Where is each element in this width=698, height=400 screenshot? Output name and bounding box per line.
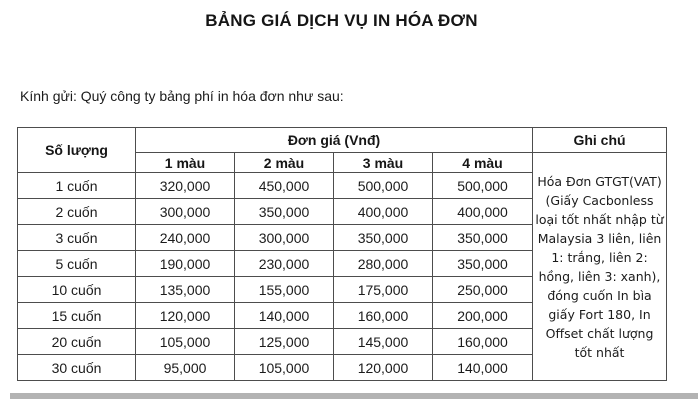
price-cell: 120,000 — [135, 302, 235, 329]
price-cell: 95,000 — [135, 354, 235, 381]
page-title: BẢNG GIÁ DỊCH VỤ IN HÓA ĐƠN — [205, 11, 478, 30]
price-cell: 240,000 — [135, 224, 235, 251]
price-cell: 350,000 — [431, 250, 534, 277]
quantity-cell: 30 cuốn — [17, 354, 136, 381]
quantity-cell: 10 cuốn — [17, 276, 136, 303]
quantity-cell: 1 cuốn — [17, 172, 136, 199]
price-cell: 175,000 — [333, 276, 433, 303]
col-header-1-color: 1 màu — [135, 152, 235, 173]
price-cell: 400,000 — [431, 198, 534, 225]
price-cell: 140,000 — [431, 354, 534, 381]
notes-cell: Hóa Đơn GTGT(VAT) (Giấy Cacbonless loại … — [532, 152, 668, 381]
price-cell: 200,000 — [431, 302, 534, 329]
col-header-2-color: 2 màu — [234, 152, 334, 173]
price-cell: 105,000 — [234, 354, 334, 381]
table-row: 5 cuốn 190,000 230,000 280,000 350,000 — [17, 250, 667, 277]
col-header-notes: Ghi chú — [532, 127, 668, 153]
price-cell: 350,000 — [234, 198, 334, 225]
col-header-4-color: 4 màu — [431, 152, 534, 173]
quantity-cell: 2 cuốn — [17, 198, 136, 225]
price-cell: 300,000 — [135, 198, 235, 225]
price-cell: 135,000 — [135, 276, 235, 303]
price-cell: 105,000 — [135, 328, 235, 355]
price-cell: 250,000 — [431, 276, 534, 303]
price-cell: 400,000 — [333, 198, 433, 225]
price-cell: 160,000 — [431, 328, 534, 355]
price-cell: 500,000 — [431, 172, 534, 199]
price-cell: 350,000 — [333, 224, 433, 251]
price-cell: 500,000 — [333, 172, 433, 199]
table-row: 15 cuốn 120,000 140,000 160,000 200,000 — [17, 302, 667, 329]
price-cell: 280,000 — [333, 250, 433, 277]
price-table: Số lượng Đơn giá (Vnđ) Ghi chú 1 màu 2 m… — [17, 127, 668, 381]
price-cell: 155,000 — [234, 276, 334, 303]
col-header-quantity: Số lượng — [17, 127, 136, 173]
price-cell: 140,000 — [234, 302, 334, 329]
price-cell: 350,000 — [431, 224, 534, 251]
table-row: 10 cuốn 135,000 155,000 175,000 250,000 — [17, 276, 667, 303]
quantity-cell: 15 cuốn — [17, 302, 136, 329]
table-header-row-1: Số lượng Đơn giá (Vnđ) Ghi chú — [17, 127, 668, 173]
price-cell: 230,000 — [234, 250, 334, 277]
cutoff-gray-bar — [10, 393, 698, 399]
table-row: 2 cuốn 300,000 350,000 400,000 400,000 — [17, 198, 667, 225]
price-cell: 300,000 — [234, 224, 334, 251]
price-cell: 125,000 — [234, 328, 334, 355]
table-header-row-2: 1 màu 2 màu 3 màu 4 màu Hóa Đơn GTGT(VAT… — [18, 152, 668, 381]
col-header-unit-price: Đơn giá (Vnđ) — [134, 127, 534, 153]
quantity-cell: 3 cuốn — [17, 224, 136, 251]
price-cell: 120,000 — [333, 354, 433, 381]
col-header-3-color: 3 màu — [333, 152, 433, 173]
table-row: 30 cuốn 95,000 105,000 120,000 140,000 — [17, 354, 667, 381]
price-cell: 160,000 — [333, 302, 433, 329]
greeting-line: Kính gửi: Quý công ty bảng phí in hóa đơ… — [20, 88, 344, 104]
price-cell: 145,000 — [333, 328, 433, 355]
table-row: 3 cuốn 240,000 300,000 350,000 350,000 — [17, 224, 667, 251]
price-cell: 320,000 — [135, 172, 235, 199]
price-cell: 450,000 — [234, 172, 334, 199]
quantity-cell: 20 cuốn — [17, 328, 136, 355]
table-row: 1 cuốn 320,000 450,000 500,000 500,000 — [17, 172, 667, 199]
price-cell: 190,000 — [135, 250, 235, 277]
quantity-cell: 5 cuốn — [17, 250, 136, 277]
